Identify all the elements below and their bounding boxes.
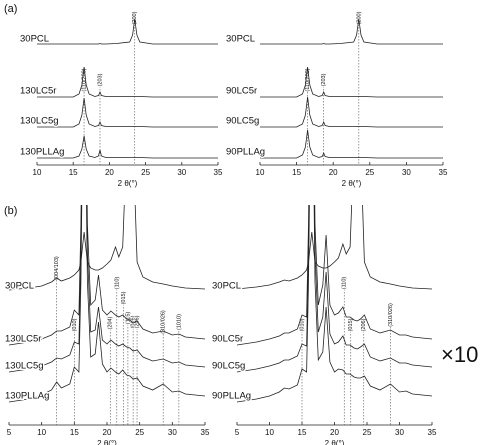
trace [9, 205, 205, 291]
x-tick-label: 5 [235, 428, 240, 437]
annotation: (310/026) [161, 310, 167, 334]
series-label: 130LC5g [5, 361, 44, 372]
annotation: (015) [348, 318, 354, 331]
trace [237, 205, 432, 403]
series-label: 90PLLAg [212, 391, 251, 402]
x-tick-label: 20 [105, 168, 114, 177]
annotation: (1010) [176, 314, 182, 330]
x-tick-label: 35 [428, 428, 437, 437]
x-tick-label: 10 [265, 428, 274, 437]
panel-label: (b) [4, 205, 17, 217]
series-label: 130PLLAg [20, 147, 64, 158]
series-label: 130LC5r [5, 334, 41, 345]
trace [237, 205, 432, 346]
x-tick-label: 25 [363, 428, 372, 437]
x-tick-label: 20 [330, 428, 339, 437]
trace [260, 96, 443, 128]
annotation: (200) [132, 11, 138, 24]
x-tick-label: 30 [168, 428, 177, 437]
trace [9, 205, 205, 403]
x-tick-label: 15 [70, 428, 79, 437]
x-tick-label: 30 [402, 168, 411, 177]
trace [37, 66, 218, 98]
trace [37, 97, 218, 128]
series-label: 130PLLAg [5, 391, 49, 402]
x-tick-label: 25 [135, 428, 144, 437]
series-label: 30PCL [212, 281, 241, 292]
x-tick-label: 15 [292, 168, 301, 177]
annotation: (310/026) [388, 303, 394, 327]
trace [37, 135, 218, 159]
annotation: (015) [121, 291, 127, 304]
x-tick-label: 15 [69, 168, 78, 177]
trace [9, 205, 205, 346]
x-axis-label: 2 θ(°) [118, 179, 138, 188]
x-tick-label: 25 [365, 168, 374, 177]
series-label: 30PCL [20, 34, 49, 45]
series-label: 30PCL [5, 281, 34, 292]
annotation: (206) [361, 318, 367, 331]
series-label: 90PLLAg [226, 147, 265, 158]
x-tick-label: 20 [103, 428, 112, 437]
x-tick-label: 35 [439, 168, 448, 177]
x-axis-label: 2 θ(°) [325, 439, 345, 445]
series-label: 130LC5g [20, 116, 59, 127]
annotation: (203) [321, 73, 327, 86]
x-tick-label: 30 [177, 168, 186, 177]
x-axis-label: 2 θ(°) [97, 439, 117, 445]
annotation: (115) [125, 312, 131, 325]
annotation: (110) [342, 277, 348, 290]
annotation: (010) [72, 318, 78, 331]
series-label: 30PCL [226, 34, 255, 45]
annotation: (200) [356, 11, 362, 24]
magnification: ×10 [441, 342, 478, 367]
panel-label: (a) [4, 3, 17, 15]
annotation: (110/200) [82, 68, 88, 91]
x-tick-label: 10 [256, 168, 265, 177]
series-label: 90LC5g [212, 361, 245, 372]
annotation: (004/103) [54, 256, 60, 280]
x-tick-label: 20 [329, 168, 338, 177]
x-tick-label: 25 [141, 168, 150, 177]
trace [9, 205, 205, 373]
x-tick-label: 10 [33, 168, 42, 177]
annotation: (204) [108, 316, 114, 329]
x-tick-label: 5 [7, 428, 12, 437]
x-tick-label: 10 [37, 428, 46, 437]
trace [260, 129, 443, 159]
x-tick-label: 30 [395, 428, 404, 437]
x-tick-label: 15 [298, 428, 307, 437]
annotation: (010) [299, 318, 305, 331]
series-label: 90LC5g [226, 116, 259, 127]
trace [260, 18, 443, 45]
annotation: (110) [114, 277, 120, 290]
annotation: (110/200) [305, 68, 311, 91]
series-label: 130LC5r [20, 86, 56, 97]
x-axis-label: 2 θ(°) [342, 179, 362, 188]
x-tick-label: 35 [214, 168, 223, 177]
x-tick-label: 35 [201, 428, 210, 437]
trace [37, 18, 218, 45]
trace [237, 205, 432, 373]
series-label: 90LC5r [226, 86, 257, 97]
trace [260, 66, 443, 98]
series-label: 90LC5r [212, 334, 243, 345]
annotation: (016) [131, 315, 137, 328]
trace [237, 205, 432, 290]
annotation: (203) [97, 73, 103, 86]
